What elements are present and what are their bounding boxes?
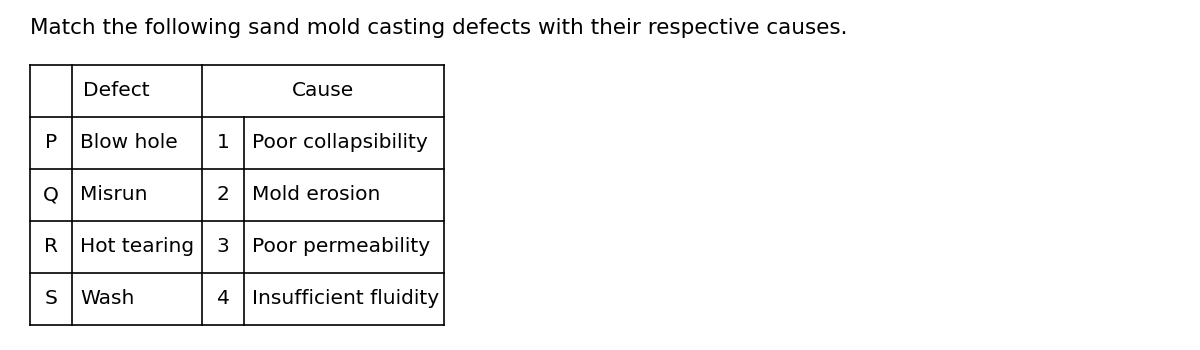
- Text: R: R: [44, 238, 58, 257]
- Text: Match the following sand mold casting defects with their respective causes.: Match the following sand mold casting de…: [30, 18, 847, 38]
- Text: Poor permeability: Poor permeability: [252, 238, 430, 257]
- Text: Q: Q: [43, 186, 59, 204]
- Text: Wash: Wash: [80, 289, 134, 308]
- Text: 2: 2: [216, 186, 229, 204]
- Text: 1: 1: [216, 133, 229, 153]
- Text: Insufficient fluidity: Insufficient fluidity: [252, 289, 439, 308]
- Text: Misrun: Misrun: [80, 186, 148, 204]
- Text: Hot tearing: Hot tearing: [80, 238, 194, 257]
- Text: Cause: Cause: [292, 82, 354, 100]
- Text: 4: 4: [216, 289, 229, 308]
- Text: Poor collapsibility: Poor collapsibility: [252, 133, 427, 153]
- Text: 3: 3: [217, 238, 229, 257]
- Text: Blow hole: Blow hole: [80, 133, 178, 153]
- Text: Defect: Defect: [83, 82, 149, 100]
- Text: P: P: [44, 133, 58, 153]
- Text: Mold erosion: Mold erosion: [252, 186, 380, 204]
- Text: S: S: [44, 289, 58, 308]
